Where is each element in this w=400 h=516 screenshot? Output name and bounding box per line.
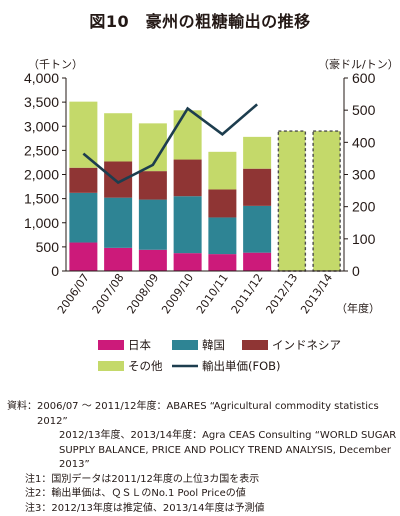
note-1: 注1： 国別データは2011/12年度の上位3カ国を表示 (7, 473, 397, 488)
bar-その他-2011/12 (243, 136, 272, 169)
y-left-tick-label: 0 (51, 263, 59, 279)
bar-インドネシア-2006/07 (69, 167, 98, 193)
legend-swatch-0 (98, 340, 124, 350)
bar-インドネシア-2007/08 (104, 161, 133, 198)
bar-その他-2009/10 (173, 110, 202, 160)
bar-韓国-2010/11 (208, 217, 237, 255)
x-tick-label-2008/09: 2008/09 (124, 271, 161, 316)
bar-インドネシア-2011/12 (243, 168, 272, 206)
bar-韓国-2006/07 (69, 192, 98, 243)
bar-その他-2007/08 (104, 113, 133, 162)
y-right-tick-label: 100 (352, 231, 376, 247)
y-right-tick-label: 600 (352, 70, 376, 86)
source-text-2: 2012/13年度、2013/14年度：Agra CEAS Consulting… (59, 430, 397, 470)
note-3: 注3： 2012/13年度は推定値、2013/14年度は予測値 (7, 502, 397, 516)
bar-日本-2011/12 (243, 252, 272, 271)
y-right-tick-label: 500 (352, 102, 376, 118)
bar-日本-2008/09 (138, 249, 167, 271)
y-left-tick-label: 2,500 (24, 142, 59, 158)
bar-その他-2010/11 (208, 151, 237, 190)
x-tick-label-2006/07: 2006/07 (55, 271, 92, 316)
y-left-tick-label: 4,000 (24, 70, 59, 86)
note-3-label: 注3： (25, 502, 52, 514)
legend-swatch-3 (98, 361, 124, 371)
legend-label-1: 韓国 (202, 338, 225, 352)
bar-日本-2009/10 (173, 253, 202, 271)
x-tick-label-2011/12: 2011/12 (229, 271, 266, 316)
x-unit: （年度） (336, 301, 380, 315)
note-1-label: 注1： (25, 473, 52, 485)
line-series-fob-price (82, 103, 258, 185)
bar-韓国-2009/10 (173, 196, 202, 254)
bar-日本-2007/08 (104, 247, 133, 271)
bar-インドネシア-2010/11 (208, 189, 237, 218)
y-right-tick-label: 400 (352, 134, 376, 150)
y-left-tick-label: 500 (36, 239, 60, 255)
bar-projection-2013/14 (312, 130, 341, 272)
bar-日本-2010/11 (208, 254, 237, 271)
source-label: 資料： (7, 401, 37, 412)
y-left-tick-label: 2,000 (24, 167, 59, 183)
source-note: 資料： 2006/07 ～ 2011/12年度：ABARES “Agricult… (7, 400, 397, 429)
legend-swatch-1 (172, 340, 198, 350)
legend-label-2: インドネシア (272, 338, 341, 352)
y-right-tick-label: 0 (352, 263, 360, 279)
bar-韓国-2007/08 (104, 197, 133, 248)
x-tick-label-2013/14: 2013/14 (298, 271, 335, 316)
y-left-tick-label: 1,000 (24, 215, 59, 231)
y-left-unit: （千トン） (28, 58, 83, 71)
y-left-tick-label: 3,500 (24, 94, 59, 110)
source-text-1: 2006/07 ～ 2011/12年度：ABARES “Agricultural… (37, 401, 379, 427)
chart-title: 図10 豪州の粗糖輸出の推移 (89, 12, 311, 31)
bar-その他-2006/07 (69, 101, 98, 168)
note-1-text: 国別データは2011/12年度の上位3カ国を表示 (51, 473, 260, 485)
bar-インドネシア-2008/09 (138, 171, 167, 200)
legend-label-4: 輸出単価(FOB) (202, 359, 281, 373)
notes: 資料： 2006/07 ～ 2011/12年度：ABARES “Agricult… (7, 400, 397, 516)
y-left-tick-label: 3,000 (24, 118, 59, 134)
x-tick-label-2009/10: 2009/10 (159, 271, 196, 316)
legend-label-0: 日本 (128, 338, 151, 352)
legend-swatch-2 (242, 340, 268, 350)
bar-日本-2006/07 (69, 242, 98, 271)
bar-韓国-2008/09 (138, 199, 167, 250)
bar-韓国-2011/12 (243, 205, 272, 253)
plot-area: 0 500 1,000 1,500 2,000 2,500 3,000 3,500 4,000 0… (24, 57, 399, 316)
note-2-text: 輸出単価は、ＱＳＬのNo.1 Pool Priceの値 (51, 488, 246, 499)
y-right-unit: （豪ドル/トン） (318, 57, 399, 71)
legend-label-3: その他 (128, 359, 163, 373)
x-tick-label-2012/13: 2012/13 (263, 271, 300, 316)
y-right-tick-label: 300 (352, 167, 376, 183)
note-2: 注2： 輸出単価は、ＱＳＬのNo.1 Pool Priceの値 (7, 487, 397, 502)
x-tick-label-2010/11: 2010/11 (194, 271, 231, 316)
y-left-tick-label: 1,500 (24, 191, 59, 207)
note-2-label: 注2： (25, 488, 52, 499)
x-tick-label-2007/08: 2007/08 (90, 271, 127, 316)
bar-インドネシア-2009/10 (173, 159, 202, 197)
bar-projection-2012/13 (277, 130, 307, 272)
chart-canvas: 0 500 1,000 1,500 2,000 2,500 3,000 3,500 4,000 0… (24, 57, 399, 373)
y-right-tick-label: 200 (352, 199, 376, 215)
note-3-text: 2012/13年度は推定値、2013/14年度は予測値 (51, 502, 265, 514)
